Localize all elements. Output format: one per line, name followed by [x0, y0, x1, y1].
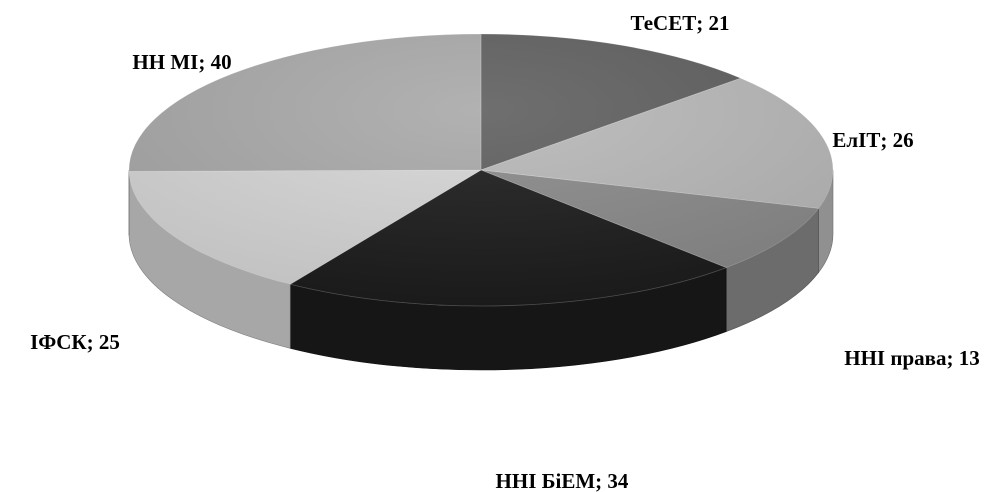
slice-label-tecet: ТеСЕТ; 21 [631, 11, 730, 35]
slice-label-elit: ЕлІТ; 26 [832, 128, 913, 152]
slice-label-nni-biem: ННІ БіЕМ; 34 [496, 469, 629, 492]
slice-label-ifsk: ІФСК; 25 [30, 330, 120, 354]
pie-top-layer [128, 33, 834, 307]
slice-label-nni-prava: ННІ права; 13 [844, 346, 979, 370]
slice-label-nn-mi: НН МІ; 40 [132, 50, 231, 74]
pie-labels: ТеСЕТ; 21 ЕлІТ; 26 ННІ права; 13 ННІ БіЕ… [30, 11, 980, 492]
